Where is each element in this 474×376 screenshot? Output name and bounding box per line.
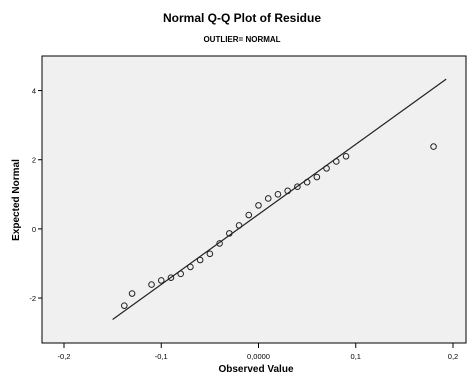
x-tick-label: 0,1 — [351, 352, 361, 361]
data-point — [255, 202, 262, 209]
y-tick-label: 2 — [32, 156, 36, 165]
data-point — [294, 183, 301, 191]
y-axis-label: Expected Normal — [11, 159, 22, 241]
chart-subtitle: OUTLIER= NORMAL — [203, 35, 280, 44]
data-point — [430, 143, 437, 150]
x-tick-label: 0,0000 — [247, 352, 270, 361]
data-point — [216, 240, 223, 247]
data-point — [323, 165, 330, 172]
data-point — [264, 195, 272, 202]
data-point — [177, 270, 184, 278]
data-point — [313, 173, 321, 181]
x-tick-label: -0,2 — [58, 352, 71, 361]
data-point — [342, 152, 350, 160]
data-points — [120, 143, 437, 309]
y-tick-label: -2 — [29, 294, 36, 303]
data-point — [196, 256, 204, 264]
data-point — [167, 274, 175, 281]
data-point — [245, 211, 253, 219]
data-point — [120, 302, 128, 309]
data-point — [226, 230, 233, 237]
y-axis: -2 0 2 4 — [29, 87, 42, 303]
data-point — [235, 222, 243, 229]
x-axis-label: Observed Value — [218, 364, 293, 375]
data-point — [333, 158, 340, 165]
data-point — [157, 277, 165, 284]
plot-area — [41, 55, 467, 344]
x-tick-label: 0,2 — [448, 352, 458, 361]
data-point — [206, 250, 214, 258]
data-point — [128, 290, 136, 297]
data-point — [284, 187, 291, 195]
data-point — [187, 263, 194, 271]
y-tick-label: 0 — [32, 225, 36, 234]
data-point — [303, 178, 311, 186]
x-axis: -0,2 -0,1 0,0000 0,1 0,2 — [58, 343, 458, 361]
chart-title: Normal Q-Q Plot of Residue — [163, 11, 321, 25]
x-tick-label: -0,1 — [155, 352, 168, 361]
data-point — [274, 191, 282, 198]
data-point — [148, 281, 155, 288]
y-tick-label: 4 — [32, 87, 36, 96]
